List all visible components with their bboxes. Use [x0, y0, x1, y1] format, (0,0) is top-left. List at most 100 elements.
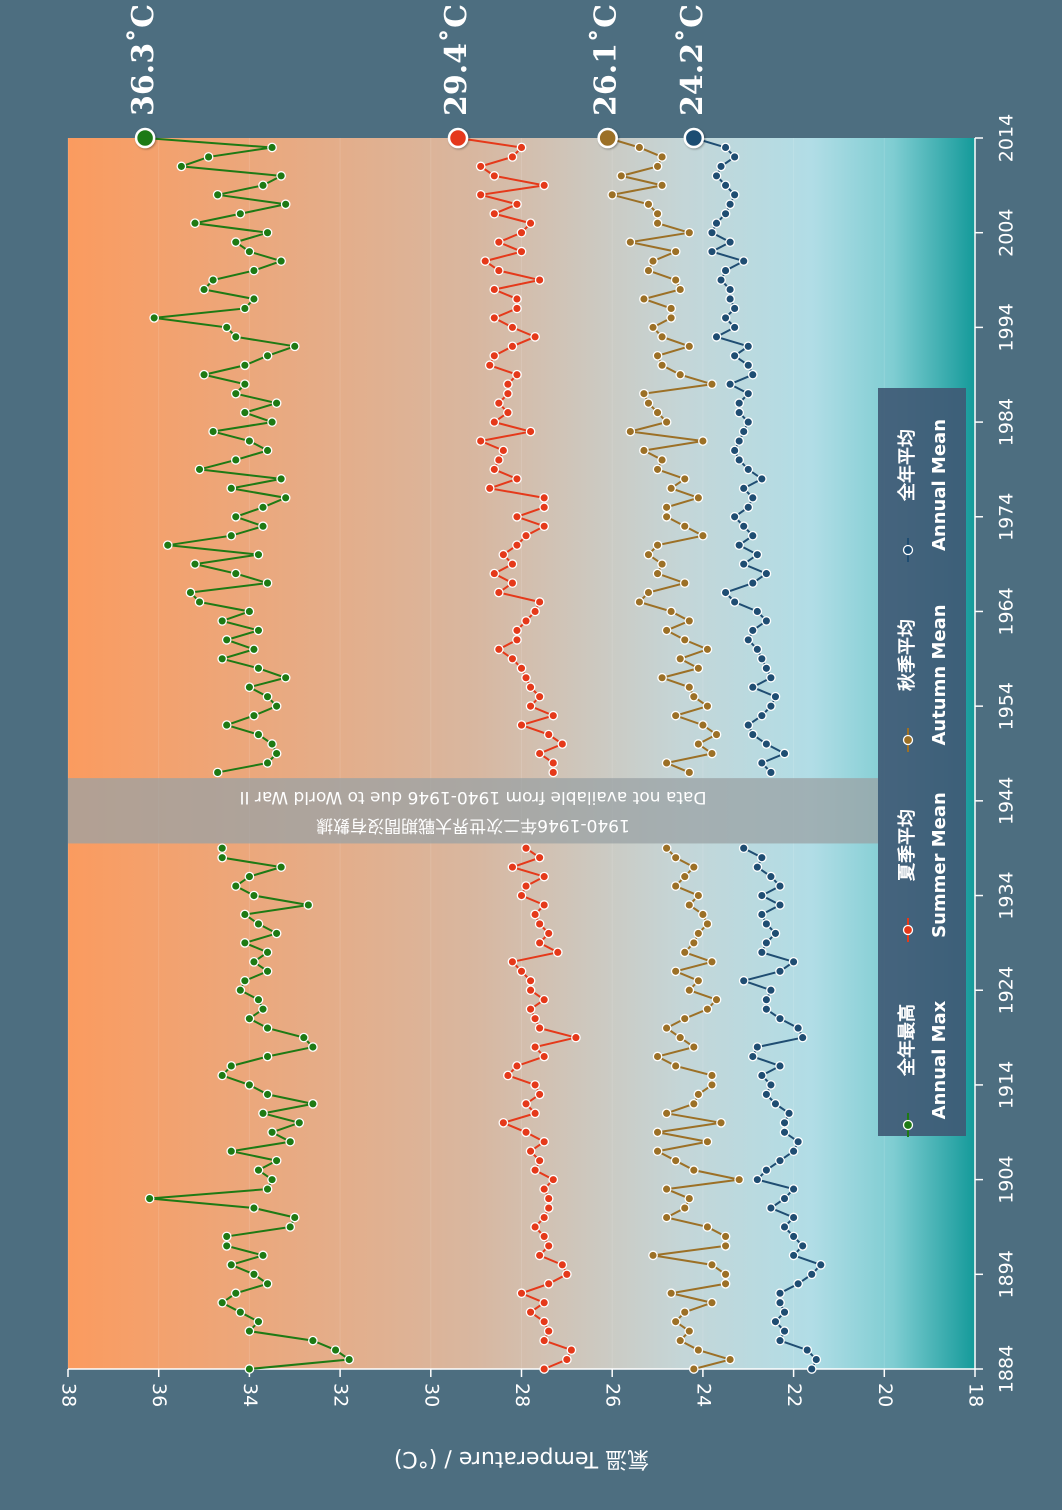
data-point — [489, 417, 500, 427]
data-point — [507, 559, 518, 569]
data-point — [285, 1222, 296, 1232]
data-point — [743, 360, 754, 371]
data-point — [344, 1354, 355, 1365]
end-value-label: 36.3˚C — [126, 4, 161, 116]
data-point — [693, 663, 704, 674]
data-point — [652, 540, 663, 551]
gap-note-en: Data not available from 1940-1946 due to… — [240, 787, 707, 807]
data-point — [484, 360, 495, 371]
data-point — [262, 758, 273, 768]
year-tick-label: 1944 — [996, 777, 1018, 825]
data-point — [747, 369, 758, 380]
end-labels: 36.3˚C 29.4˚C 26.1˚C 24.2˚C — [126, 4, 710, 116]
data-point — [702, 701, 713, 712]
data-point — [512, 540, 522, 551]
data-point — [761, 1004, 772, 1015]
data-point — [757, 909, 767, 920]
data-point — [607, 189, 618, 200]
data-point — [702, 1004, 713, 1015]
data-point — [788, 1184, 799, 1194]
data-point — [707, 379, 717, 390]
year-tick-label: 2014 — [996, 114, 1018, 162]
data-point — [720, 180, 731, 191]
data-point — [525, 975, 536, 986]
data-point — [670, 852, 681, 863]
data-point — [675, 1335, 686, 1346]
data-point — [534, 1155, 545, 1166]
data-point — [534, 1023, 545, 1033]
temperature-tick-label: 22 — [783, 1383, 805, 1407]
data-point — [661, 417, 672, 427]
data-point — [308, 1099, 318, 1109]
data-point — [661, 1184, 672, 1194]
data-point — [230, 511, 241, 522]
data-point — [557, 1259, 568, 1270]
data-point — [493, 398, 504, 408]
data-point — [648, 1250, 658, 1261]
data-point — [806, 1364, 817, 1374]
data-point — [525, 1004, 536, 1015]
data-point — [797, 1032, 808, 1043]
data-point — [670, 966, 681, 977]
data-point — [634, 597, 645, 607]
data-point — [240, 360, 250, 371]
data-point — [688, 691, 699, 702]
year-tick-label: 1924 — [996, 966, 1018, 1014]
data-point — [543, 1203, 554, 1213]
data-point — [761, 1165, 772, 1175]
data-point — [711, 332, 722, 342]
data-point — [752, 549, 763, 560]
legend-swatch-dot — [902, 1119, 914, 1131]
data-point — [684, 227, 695, 238]
data-point — [230, 388, 241, 399]
data-point — [643, 199, 654, 210]
data-point — [507, 322, 518, 333]
data-point — [747, 530, 758, 541]
data-point — [707, 1259, 717, 1270]
legend-label-en: Summer Mean — [929, 792, 950, 938]
data-point — [276, 256, 286, 266]
data-point — [534, 1089, 545, 1100]
data-point — [298, 1032, 309, 1043]
series-2 — [597, 127, 745, 1374]
data-point — [752, 1174, 763, 1185]
data-point — [262, 1278, 273, 1289]
data-point — [648, 322, 658, 333]
data-point — [811, 1354, 822, 1365]
data-point — [530, 606, 540, 617]
data-point — [543, 1278, 554, 1289]
data-point — [743, 388, 754, 399]
data-point — [530, 1165, 540, 1175]
legend-label-en: Annual Mean — [929, 419, 950, 551]
data-point — [271, 748, 282, 759]
data-point — [779, 1222, 790, 1232]
data-point — [240, 407, 250, 418]
data-point — [230, 332, 241, 342]
data-point — [539, 1051, 550, 1062]
data-point — [675, 1032, 686, 1043]
data-point — [571, 1032, 581, 1043]
data-point — [221, 635, 232, 645]
data-point — [498, 1117, 509, 1128]
data-point — [212, 767, 223, 778]
series-3 — [683, 127, 826, 1374]
axes: 18 20 22 24 26 28 30 32 34 36 38 1884 1894 1904 1914 19… — [58, 114, 1018, 1471]
data-point — [217, 653, 228, 664]
data-point — [534, 275, 545, 285]
data-point — [770, 691, 781, 702]
data-point — [693, 739, 704, 749]
data-point — [253, 729, 264, 740]
data-point — [666, 303, 677, 314]
series-0 — [134, 127, 355, 1374]
data-point — [693, 928, 704, 939]
data-point — [194, 464, 205, 475]
data-point — [743, 635, 754, 645]
data-point — [308, 1042, 318, 1052]
data-point — [757, 947, 767, 958]
data-point — [652, 464, 663, 475]
data-point — [747, 578, 758, 588]
data-point — [679, 578, 690, 588]
data-point — [788, 1250, 799, 1261]
data-point — [258, 1250, 268, 1261]
year-tick-label: 1894 — [996, 1250, 1018, 1298]
